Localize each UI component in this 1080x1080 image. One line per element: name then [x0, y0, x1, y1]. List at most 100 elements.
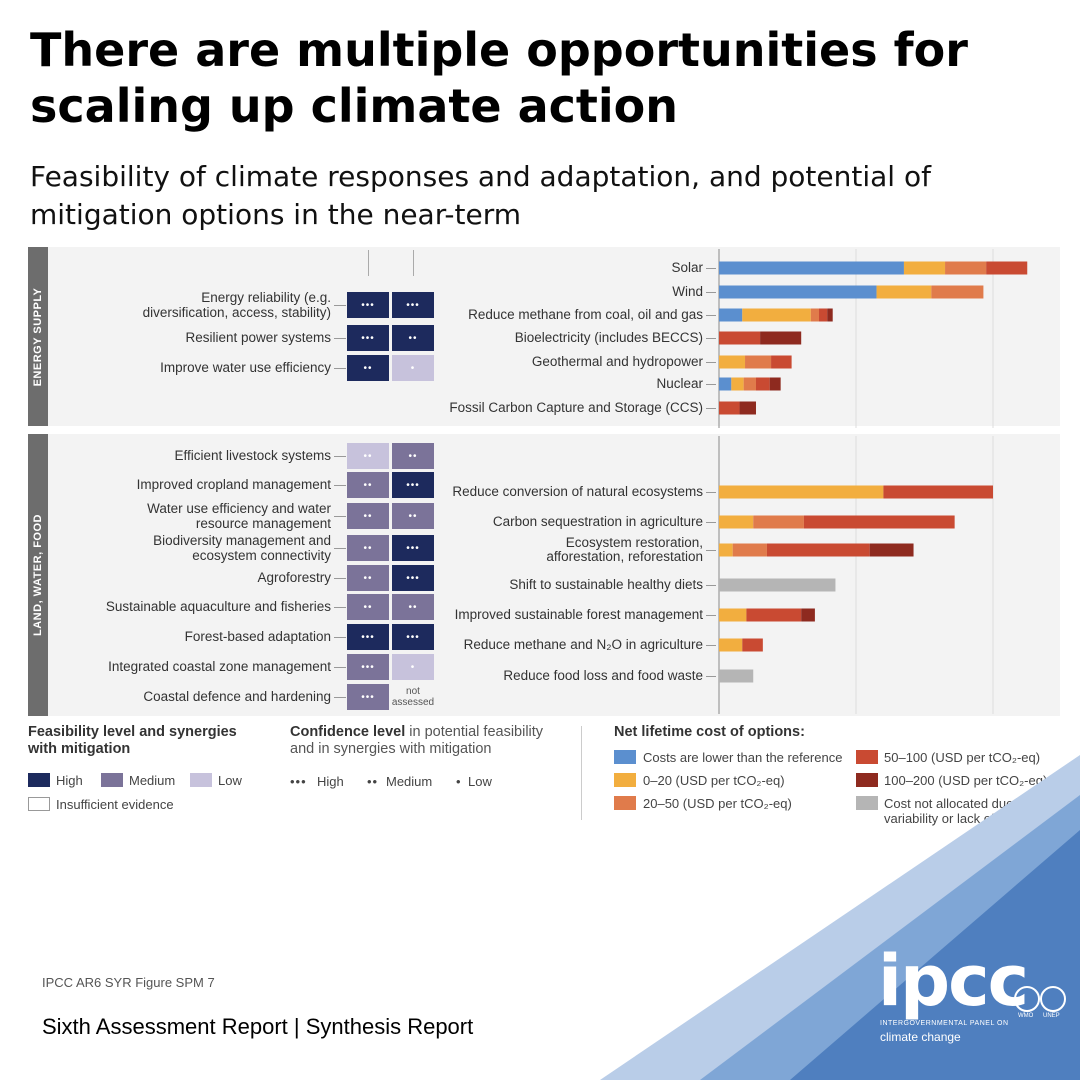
- bar-segment-20-50: [753, 515, 804, 529]
- row-leader-line: [334, 637, 346, 638]
- legend-cost-na-label: Cost not allocated due to high variabilit…: [884, 796, 1057, 826]
- logo-line1: INTERGOVERNMENTAL PANEL ON: [880, 1020, 1009, 1027]
- bar-segment-50-100: [755, 377, 770, 391]
- bar-segment-50-100: [883, 485, 993, 499]
- bar-segment-50-100: [719, 401, 740, 415]
- legend-conf-med-dots: ••: [367, 774, 379, 789]
- bar-category-label: afforestation, reforestation: [546, 549, 703, 564]
- bar-segment-20-50: [931, 285, 984, 299]
- land-water-food-panel: [28, 434, 1060, 716]
- bar-segment-50-100: [719, 331, 761, 345]
- bar-segment-0-20: [742, 308, 811, 322]
- wmo-label: WMO: [1018, 1013, 1034, 1019]
- bar-segment-na: [719, 578, 836, 592]
- bar-segment-20-50: [945, 261, 987, 275]
- legend-cost-0-20-swatch: [614, 773, 636, 787]
- ipcc-logo: ipcc: [878, 940, 1029, 1022]
- page-subtitle: Feasibility of climate responses and ada…: [30, 160, 931, 231]
- feasibility-cell: •••: [347, 624, 389, 650]
- bar-category-label: Fossil Carbon Capture and Storage (CCS): [449, 400, 703, 415]
- bar-category-label: Wind: [672, 284, 703, 299]
- feasibility-row-label: Integrated coastal zone management: [108, 659, 331, 674]
- bar-category-label: Solar: [671, 260, 703, 275]
- bar-segment-lower: [719, 308, 743, 322]
- legend-conf-low-dots: •: [456, 774, 461, 789]
- wmo-emblem-icon: [1014, 986, 1040, 1012]
- legend-medium-label: Medium: [129, 773, 176, 788]
- feasibility-row-label: Water use efficiency and water resource …: [147, 501, 331, 531]
- feasibility-cell: ••: [347, 503, 389, 529]
- report-title: Sixth Assessment Report | Synthesis Repo…: [42, 1014, 474, 1039]
- bar-segment-lower: [719, 261, 904, 275]
- bar-segment-0-20: [719, 355, 746, 369]
- bar-segment-50-100: [746, 608, 802, 622]
- bar-segment-lower: [719, 377, 732, 391]
- land-water-food-tab: LAND, WATER, FOOD: [28, 434, 48, 716]
- row-leader-line: [334, 516, 346, 517]
- feasibility-row-label: Coastal defence and hardening: [143, 689, 331, 704]
- bar-segment-50-100: [819, 308, 828, 322]
- synergy-cell: •••: [392, 472, 434, 498]
- energy-supply-tab: ENERGY SUPPLY: [28, 247, 48, 426]
- legend-conf-high-dots: •••: [290, 774, 307, 789]
- synergy-cell: •••: [392, 565, 434, 591]
- feasibility-cell: ••: [347, 565, 389, 591]
- bar-category-label: Geothermal and hydropower: [532, 354, 704, 369]
- synergy-cell: •••: [392, 292, 434, 318]
- legend-cost-lower-label: Costs are lower than the reference: [643, 750, 843, 765]
- row-leader-line: [334, 607, 346, 608]
- feasibility-row-label: Improved cropland management: [136, 477, 331, 492]
- legend-conf-high-label: High: [317, 774, 344, 789]
- row-leader-line: [334, 305, 346, 306]
- energy-supply-panel: [28, 247, 1060, 426]
- bar-category-label: Nuclear: [656, 376, 703, 391]
- bar-segment-0-20: [719, 485, 884, 499]
- legend-cost-50-100-swatch: [856, 750, 878, 764]
- bar-segment-50-100: [986, 261, 1028, 275]
- feasibility-cell: ••: [347, 472, 389, 498]
- bar-segment-0-20: [719, 608, 747, 622]
- bar-category-label: Reduce methane from coal, oil and gas: [468, 307, 703, 322]
- legend-conf-low-label: Low: [468, 774, 492, 789]
- legend-conf-med-label: Medium: [386, 774, 433, 789]
- synergy-cell: •: [392, 355, 434, 381]
- bar-segment-0-20: [719, 543, 733, 557]
- bar-segment-50-100: [771, 355, 792, 369]
- legend-cost-50-100-label: 50–100 (USD per tCO₂-eq): [884, 750, 1041, 765]
- legend-cost-na-swatch: [856, 796, 878, 810]
- bar-segment-100-200: [801, 608, 815, 622]
- row-leader-line: [334, 578, 346, 579]
- bar-segment-20-50: [810, 308, 820, 322]
- feasibility-cell: ••: [347, 594, 389, 620]
- bar-segment-na: [719, 669, 754, 683]
- bar-category-label: Bioelectricity (includes BECCS): [515, 330, 703, 345]
- legend-separator: [581, 726, 582, 820]
- bar-segment-50-100: [766, 543, 870, 557]
- logo-line2: climate change: [880, 1030, 961, 1044]
- feasibility-row-label: Resilient power systems: [185, 330, 331, 345]
- bar-segment-0-20: [719, 515, 754, 529]
- bar-category-label: Shift to sustainable healthy diets: [509, 577, 703, 592]
- row-leader-line: [334, 548, 346, 549]
- synergy-cell: ••: [392, 594, 434, 620]
- legend-low-label: Low: [218, 773, 242, 788]
- legend-confidence-title: Confidence level in potential feasibilit…: [290, 724, 544, 757]
- page-title: There are multiple opportunities for sca…: [30, 23, 968, 133]
- bar-category-label: Carbon sequestration in agriculture: [493, 514, 703, 529]
- feasibility-cell: •••: [347, 684, 389, 710]
- bar-segment-50-100: [742, 638, 763, 652]
- bar-category-label: Reduce conversion of natural ecosystems: [452, 484, 703, 499]
- bar-segment-100-200: [760, 331, 802, 345]
- bar-segment-lower: [719, 285, 877, 299]
- legend-cost-lower-swatch: [614, 750, 636, 764]
- bar-segment-100-200: [739, 401, 756, 415]
- bar-category-label: Reduce food loss and food waste: [503, 668, 703, 683]
- row-leader-line: [334, 456, 346, 457]
- bar-segment-20-50: [743, 377, 756, 391]
- synergy-cell: ••: [392, 325, 434, 351]
- bar-segment-0-20: [903, 261, 946, 275]
- legend-insufficient-label: Insufficient evidence: [56, 797, 174, 812]
- synergy-column-tick: [413, 250, 414, 276]
- synergy-cell: •••: [392, 624, 434, 650]
- feasibility-cell: •••: [347, 325, 389, 351]
